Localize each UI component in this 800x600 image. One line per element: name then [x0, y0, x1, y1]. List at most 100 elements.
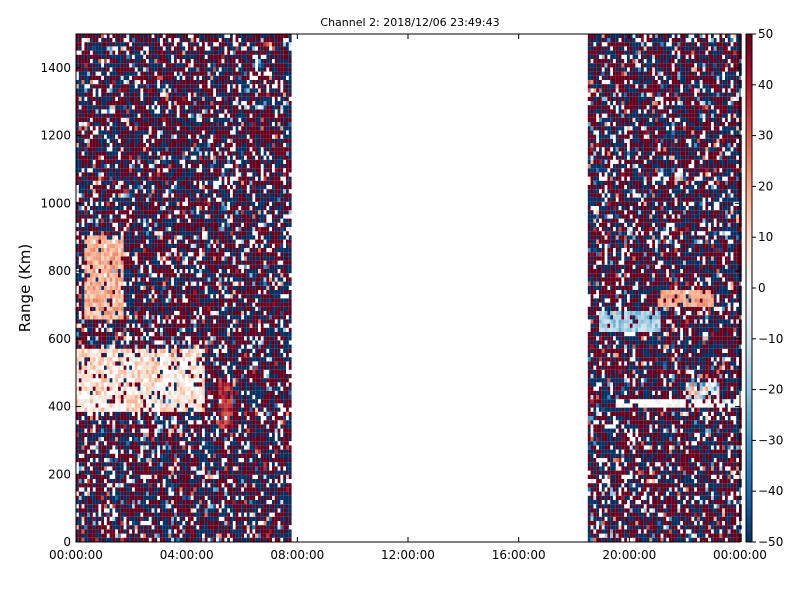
heatmap-cell — [104, 231, 107, 236]
heatmap-cell — [202, 453, 205, 458]
heatmap-cell — [81, 348, 85, 353]
heatmap-cell — [76, 42, 79, 47]
heatmap-cell — [182, 458, 186, 463]
heatmap-cell — [76, 256, 79, 261]
heatmap-cell — [90, 285, 93, 290]
heatmap-cell — [95, 353, 99, 358]
heatmap-cell — [137, 466, 141, 471]
heatmap-cell — [154, 344, 158, 349]
heatmap-cell — [76, 516, 79, 521]
heatmap-cell — [168, 218, 172, 223]
heatmap-cell — [188, 399, 191, 404]
heatmap-cell — [92, 285, 96, 290]
heatmap-cell — [202, 273, 205, 278]
heatmap-cell — [188, 143, 191, 148]
heatmap-cell — [204, 458, 208, 463]
heatmap-cell — [140, 407, 144, 412]
heatmap-cell — [132, 441, 135, 446]
heatmap-cell — [118, 428, 121, 433]
heatmap-cell — [87, 504, 90, 509]
heatmap-cell — [190, 466, 194, 471]
heatmap-cell — [95, 168, 99, 173]
heatmap-cell — [148, 168, 152, 173]
heatmap-cell — [199, 495, 202, 500]
heatmap-cell — [104, 399, 107, 404]
heatmap-cell — [95, 319, 99, 324]
heatmap-cell — [115, 130, 118, 135]
heatmap-cell — [106, 332, 110, 337]
heatmap-cell — [112, 172, 116, 177]
heatmap-cell — [196, 101, 200, 106]
heatmap-cell — [92, 109, 96, 114]
heatmap-cell — [199, 336, 202, 341]
heatmap-cell — [112, 336, 116, 341]
heatmap-cell — [157, 117, 160, 122]
heatmap-cell — [193, 428, 197, 433]
heatmap-cell — [143, 424, 146, 429]
heatmap-cell — [104, 185, 107, 190]
heatmap-cell — [171, 122, 174, 127]
heatmap-cell — [115, 474, 118, 479]
heatmap-cell — [199, 357, 202, 362]
heatmap-cell — [193, 332, 197, 337]
heatmap-cell — [196, 483, 200, 488]
heatmap-cell — [176, 411, 180, 416]
heatmap-cell — [134, 197, 138, 202]
heatmap-cell — [123, 143, 127, 148]
heatmap-cell — [171, 75, 174, 80]
heatmap-cell — [95, 537, 99, 542]
heatmap-cell — [207, 319, 211, 324]
heatmap-cell — [95, 197, 99, 202]
heatmap-cell — [148, 378, 152, 383]
heatmap-cell — [134, 525, 138, 530]
heatmap-cell — [199, 155, 202, 160]
heatmap-cell — [199, 365, 202, 370]
heatmap-cell — [168, 516, 172, 521]
heatmap-cell — [143, 122, 146, 127]
heatmap-cell — [171, 206, 174, 211]
heatmap-cell — [165, 214, 169, 219]
heatmap-cell — [157, 42, 160, 47]
heatmap-cell — [76, 172, 79, 177]
heatmap-cell — [160, 277, 163, 282]
heatmap-cell — [120, 269, 124, 274]
heatmap-cell — [207, 189, 211, 194]
heatmap-cell — [148, 407, 152, 412]
heatmap-cell — [95, 361, 99, 366]
heatmap-cell — [157, 164, 160, 169]
heatmap-cell — [109, 227, 113, 232]
heatmap-cell — [140, 277, 144, 282]
heatmap-cell — [76, 319, 79, 324]
heatmap-cell — [165, 151, 169, 156]
heatmap-cell — [129, 222, 132, 227]
heatmap-cell — [87, 109, 90, 114]
heatmap-cell — [199, 407, 202, 412]
heatmap-cell — [207, 159, 211, 164]
heatmap-cell — [132, 42, 135, 47]
heatmap-cell — [118, 201, 121, 206]
heatmap-cell — [185, 369, 188, 374]
heatmap-cell — [171, 516, 174, 521]
heatmap-cell — [176, 46, 180, 51]
heatmap-cell — [106, 277, 110, 282]
heatmap-cell — [137, 495, 141, 500]
heatmap-cell — [129, 113, 132, 118]
heatmap-cell — [207, 462, 211, 467]
heatmap-cell — [148, 369, 152, 374]
heatmap-cell — [190, 277, 194, 282]
heatmap-cell — [101, 193, 104, 198]
heatmap-cell — [196, 508, 200, 513]
heatmap-cell — [179, 529, 183, 534]
heatmap-cell — [109, 470, 113, 475]
heatmap-cell — [207, 441, 211, 446]
heatmap-cell — [196, 33, 200, 38]
heatmap-cell — [188, 243, 191, 248]
heatmap-cell — [182, 407, 186, 412]
heatmap-cell — [106, 63, 110, 68]
heatmap-cell — [140, 374, 144, 379]
heatmap-cell — [81, 155, 85, 160]
heatmap-cell — [199, 264, 202, 269]
heatmap-cell — [179, 281, 183, 286]
heatmap-cell — [106, 474, 110, 479]
